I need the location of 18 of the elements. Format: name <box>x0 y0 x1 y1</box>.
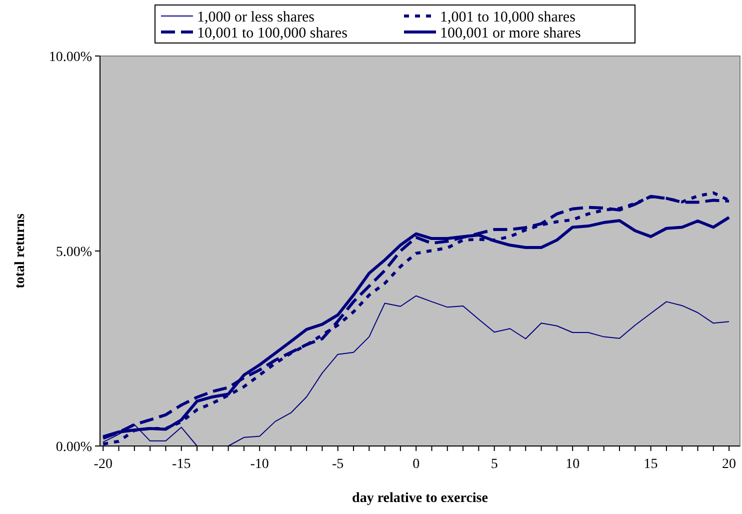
x-axis-title: day relative to exercise <box>352 491 488 506</box>
legend-label: 100,001 or more shares <box>440 25 581 42</box>
x-tick-label: -10 <box>250 457 269 472</box>
y-axis-title: total returns <box>13 213 28 288</box>
x-tick-label: 10 <box>566 457 580 472</box>
y-tick-label: 10.00% <box>48 50 92 65</box>
y-tick-label: 0.00% <box>56 440 92 455</box>
legend-label: 1,000 or less shares <box>197 9 315 26</box>
x-tick-label: -15 <box>172 457 191 472</box>
x-tick-label: 15 <box>644 457 658 472</box>
legend-label: 10,001 to 100,000 shares <box>197 25 348 42</box>
x-tick-label: -20 <box>94 457 112 472</box>
x-tick-label: 5 <box>490 457 498 472</box>
legend-label: 1,001 to 10,000 shares <box>440 9 576 26</box>
x-tick-label: -5 <box>332 457 344 472</box>
x-tick-label: 20 <box>722 457 736 472</box>
x-tick-label: 0 <box>412 457 420 472</box>
y-tick-label: 5.00% <box>56 244 92 260</box>
